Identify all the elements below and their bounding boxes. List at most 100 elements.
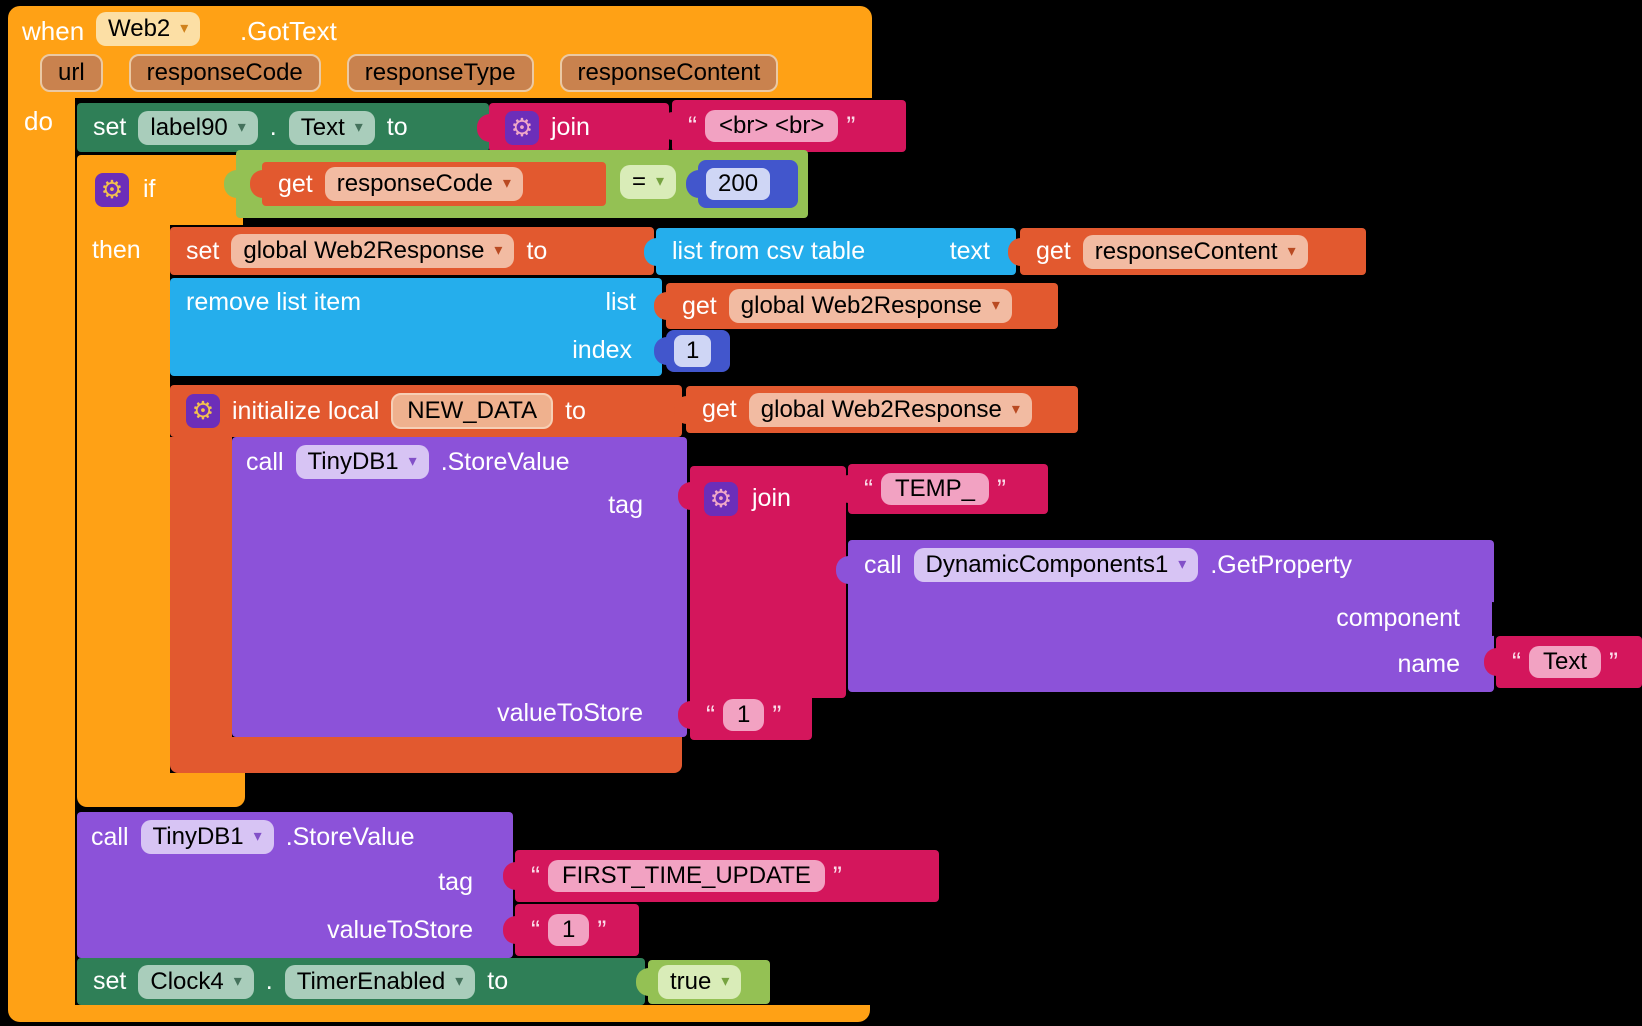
mutator-gear-icon[interactable]: ⚙ xyxy=(505,110,539,145)
get-global-web2response-block[interactable]: get global Web2Response ▾ xyxy=(666,283,1058,329)
string-1-block[interactable]: “ 1 ” xyxy=(690,690,812,740)
open-quote-icon: “ xyxy=(531,860,540,891)
true-block[interactable]: true ▾ xyxy=(648,960,770,1004)
valuetostore-param-label: valueToStore xyxy=(327,916,473,944)
global-web2response-dropdown[interactable]: global Web2Response ▾ xyxy=(728,289,1012,323)
initialize-local-bottom[interactable] xyxy=(170,737,682,773)
true-value: true xyxy=(670,968,712,995)
dropdown-arrow-icon: ▾ xyxy=(237,118,246,136)
operator-dropdown[interactable]: = ▾ xyxy=(620,165,677,199)
close-quote-icon: ” xyxy=(772,699,782,730)
empty-component-socket[interactable] xyxy=(1492,602,1508,636)
call-tinydb1-storevalue-block-outer[interactable]: call TinyDB1 ▾ .StoreValue tag valueToSt… xyxy=(77,812,513,958)
set-clock4-timerenabled-block[interactable]: set Clock4 ▾ . TimerEnabled ▾ to xyxy=(77,958,645,1005)
open-quote-icon: “ xyxy=(688,110,697,141)
then-label: then xyxy=(92,236,141,264)
dropdown-arrow-icon: ▾ xyxy=(180,20,189,37)
dropdown-arrow-icon: ▾ xyxy=(502,175,511,192)
do-label: do xyxy=(24,106,53,136)
string-br-value[interactable]: <br> <br> xyxy=(705,110,839,142)
string-1-block[interactable]: “ 1 ” xyxy=(515,904,639,956)
initialize-local-block-header[interactable]: ⚙ initialize local NEW_DATA to xyxy=(170,385,682,437)
tag-param-label: tag xyxy=(608,491,643,519)
global-web2response-name: global Web2Response xyxy=(740,292,982,319)
list-from-csv-table-block[interactable]: list from csv table text xyxy=(656,228,1016,275)
when-event-block-left-wall[interactable] xyxy=(8,98,75,1005)
open-quote-icon: “ xyxy=(531,914,540,945)
list-from-csv-label: list from csv table xyxy=(672,237,866,265)
join-block-top[interactable]: ⚙ join xyxy=(489,103,669,152)
equals-block[interactable]: get responseCode ▾ = ▾ 200 xyxy=(236,150,808,218)
if-block-header[interactable]: ⚙ if xyxy=(77,155,243,225)
set-label90-text-block[interactable]: set label90 ▾ . Text ▾ to xyxy=(77,103,489,152)
dropdown-arrow-icon: ▾ xyxy=(1287,242,1296,260)
open-quote-icon: “ xyxy=(706,699,715,730)
close-quote-icon: ” xyxy=(597,914,607,945)
text-property-name: Text xyxy=(300,113,345,141)
string-text-value[interactable]: Text xyxy=(1529,646,1602,678)
timerenabled-dropdown[interactable]: TimerEnabled ▾ xyxy=(284,964,476,999)
dynamiccomponents1-dropdown[interactable]: DynamicComponents1 ▾ xyxy=(913,548,1199,582)
event-param-responsecontent[interactable]: responseContent xyxy=(559,54,779,92)
number-200-value[interactable]: 200 xyxy=(706,168,771,200)
string-text-block[interactable]: “ Text ” xyxy=(1496,636,1642,688)
when-event-block-header[interactable]: when Web2 ▾ .GotText url responseCode re… xyxy=(8,6,872,98)
number-1-value[interactable]: 1 xyxy=(674,335,712,367)
responsecode-dropdown[interactable]: responseCode ▾ xyxy=(324,167,523,201)
tinydb1-dropdown[interactable]: TinyDB1 ▾ xyxy=(295,445,429,479)
string-br-block[interactable]: “ <br> <br> ” xyxy=(672,100,906,152)
global-web2response-dropdown[interactable]: global Web2Response ▾ xyxy=(231,234,515,268)
responsecontent-dropdown[interactable]: responseContent ▾ xyxy=(1082,234,1308,269)
initialize-local-left-wall[interactable] xyxy=(170,437,232,737)
join-block-tag[interactable]: ⚙ join xyxy=(678,466,846,698)
event-component-dropdown[interactable]: Web2 ▾ xyxy=(96,12,201,46)
when-event-block-bottom[interactable] xyxy=(8,1005,870,1022)
get-responsecontent-block[interactable]: get responseContent ▾ xyxy=(1020,228,1366,275)
number-1-block[interactable]: 1 xyxy=(666,330,730,372)
event-param-responsecode[interactable]: responseCode xyxy=(128,54,321,92)
open-quote-icon: “ xyxy=(1512,646,1521,677)
event-param-url[interactable]: url xyxy=(40,54,103,92)
mutator-gear-icon[interactable]: ⚙ xyxy=(704,482,738,516)
remove-list-item-block[interactable]: remove list item list index xyxy=(170,278,662,376)
string-temp-block[interactable]: “ TEMP_ ” xyxy=(848,464,1048,514)
string-first-time-update-value[interactable]: FIRST_TIME_UPDATE xyxy=(548,860,825,892)
get-global-web2response-block[interactable]: get global Web2Response ▾ xyxy=(686,386,1078,433)
set-global-web2response-block[interactable]: set global Web2Response ▾ to xyxy=(170,227,654,275)
dropdown-arrow-icon: ▾ xyxy=(253,828,262,845)
mutator-gear-icon[interactable]: ⚙ xyxy=(95,173,129,207)
call-tinydb1-storevalue-block-inner[interactable]: call TinyDB1 ▾ .StoreValue tag valueToSt… xyxy=(232,437,687,737)
event-params-row: url responseCode responseType responseCo… xyxy=(40,54,779,92)
local-variable-name-field[interactable]: NEW_DATA xyxy=(391,393,554,429)
dropdown-arrow-icon: ▾ xyxy=(408,453,417,470)
global-web2response-name: global Web2Response xyxy=(243,237,485,264)
component-param-label: component xyxy=(1336,604,1460,632)
string-1-value[interactable]: 1 xyxy=(723,699,765,731)
number-200-block[interactable]: 200 xyxy=(698,160,798,208)
clock4-dropdown[interactable]: Clock4 ▾ xyxy=(138,964,254,999)
if-block-bottom[interactable] xyxy=(77,773,245,807)
label90-dropdown[interactable]: label90 ▾ xyxy=(138,110,258,145)
csv-text-param: text xyxy=(949,237,990,265)
to-label: to xyxy=(386,113,408,141)
tinydb1-dropdown[interactable]: TinyDB1 ▾ xyxy=(140,820,274,854)
dropdown-arrow-icon: ▾ xyxy=(1178,556,1187,573)
join-label: join xyxy=(551,113,590,141)
true-dropdown[interactable]: true ▾ xyxy=(658,965,742,999)
get-responsecode-block[interactable]: get responseCode ▾ xyxy=(262,162,606,206)
mutator-gear-icon[interactable]: ⚙ xyxy=(186,394,220,428)
when-label: when xyxy=(22,16,85,46)
call-dynamiccomponents1-getproperty-block[interactable]: call DynamicComponents1 ▾ .GetProperty c… xyxy=(836,540,1508,692)
getproperty-method-label: .GetProperty xyxy=(1210,550,1353,579)
string-first-time-update-block[interactable]: “ FIRST_TIME_UPDATE ” xyxy=(515,850,939,902)
dot-label: . xyxy=(265,967,273,995)
remove-list-item-label: remove list item xyxy=(186,288,362,316)
text-property-dropdown[interactable]: Text ▾ xyxy=(288,110,375,145)
if-block-left-wall[interactable] xyxy=(77,225,170,773)
event-param-responsetype[interactable]: responseType xyxy=(346,54,534,92)
string-1-value[interactable]: 1 xyxy=(548,914,590,946)
string-temp-value[interactable]: TEMP_ xyxy=(881,473,990,505)
clock4-name: Clock4 xyxy=(150,967,224,995)
global-web2response-dropdown[interactable]: global Web2Response ▾ xyxy=(748,392,1032,427)
name-param-label: name xyxy=(1397,650,1460,678)
